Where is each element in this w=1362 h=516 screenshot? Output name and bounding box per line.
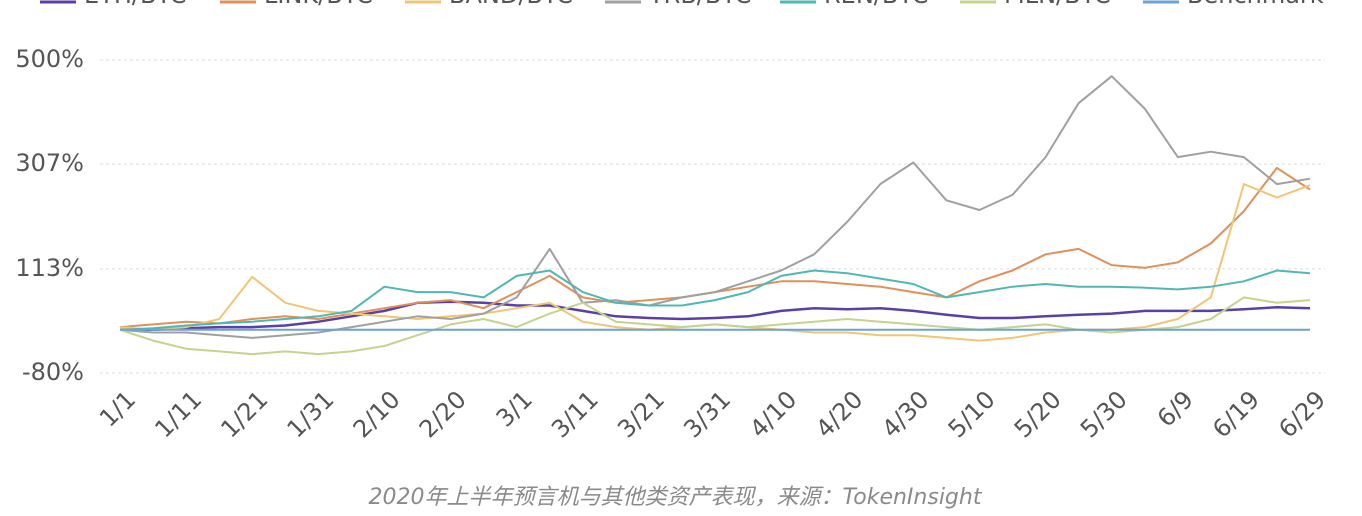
x-tick-label: 1/21 [215, 385, 273, 443]
legend-label: TRB/BTC [648, 0, 751, 9]
series-line [119, 296, 1311, 356]
x-tick-label: 3/11 [546, 385, 604, 443]
legend-label: ETH/BTC [84, 0, 186, 9]
legend-label: LINK/BTC [264, 0, 373, 9]
x-tick-label: 6/29 [1273, 385, 1331, 443]
x-tick-label: 5/30 [1075, 385, 1133, 443]
legend-label: Benchmark [1187, 0, 1324, 9]
series-line [120, 300, 1311, 332]
y-tick-label: 500% [15, 45, 84, 73]
legend-label: MLN/BTC [1004, 0, 1111, 9]
x-tick-label: 5/10 [943, 385, 1001, 443]
x-tick-label: 6/9 [1152, 385, 1199, 432]
series-line [119, 166, 1311, 329]
x-tick-label: 1/1 [94, 385, 141, 432]
x-tick-label: 6/19 [1207, 385, 1265, 443]
x-tick-label: 5/20 [1009, 385, 1067, 443]
y-tick-label: -80% [22, 358, 84, 386]
series-line [119, 269, 1311, 331]
x-tick-label: 4/30 [877, 385, 935, 443]
legend-label: REN/BTC [824, 0, 928, 9]
x-tick-label: 2/20 [414, 385, 472, 443]
x-tick-label: 4/10 [744, 385, 802, 443]
x-tick-label: 1/31 [282, 385, 340, 443]
x-tick-label: 2/10 [348, 385, 406, 443]
x-tick-label: 3/31 [678, 385, 736, 443]
y-tick-label: 113% [15, 254, 84, 282]
y-tick-label: 307% [15, 149, 84, 177]
legend-label: BAND/BTC [449, 0, 573, 9]
x-tick-label: 3/21 [612, 385, 670, 443]
series-line [119, 75, 1311, 339]
caption: 2020年上半年预言机与其他类资产表现，来源：TokenInsight [369, 485, 983, 510]
x-tick-label: 4/20 [810, 385, 868, 443]
x-tick-label: 1/11 [149, 385, 207, 443]
x-tick-label: 3/1 [491, 385, 538, 432]
